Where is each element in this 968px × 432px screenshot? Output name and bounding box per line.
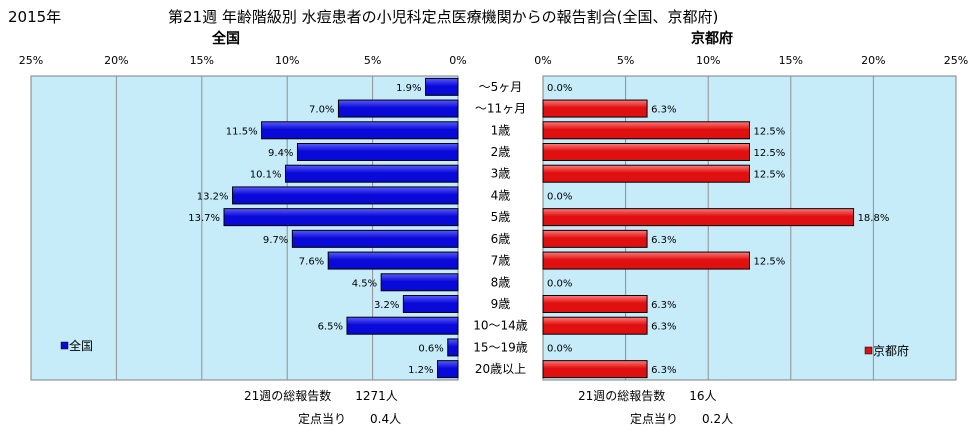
- national-data-label: 1.9%: [396, 83, 421, 94]
- chart-title: 第21週 年齢階級別 水痘患者の小児科定点医療機関からの報告割合(全国、京都府): [168, 8, 719, 26]
- kyoto-total-reports: 21週の総報告数 16人: [578, 389, 717, 403]
- national-data-label: 7.0%: [309, 105, 334, 116]
- national-tick-label: 10%: [275, 54, 299, 67]
- national-data-label: 13.7%: [188, 213, 220, 224]
- kyoto-data-label: 0.0%: [547, 191, 572, 202]
- kyoto-data-label: 12.5%: [754, 148, 786, 159]
- kyoto-panel-title: 京都府: [691, 31, 733, 47]
- national-data-label: 1.2%: [408, 365, 433, 376]
- national-data-label: 4.5%: [352, 278, 377, 289]
- kyoto-data-label: 6.3%: [651, 235, 676, 246]
- kyoto-per-site: 定点当り 0.2人: [630, 412, 734, 426]
- kyoto-data-label: 18.8%: [858, 213, 890, 224]
- national-bar: [447, 338, 459, 357]
- national-bar: [402, 295, 459, 313]
- kyoto-data-label: 0.0%: [547, 343, 572, 354]
- national-tick-label: 0%: [449, 54, 466, 67]
- kyoto-data-label: 6.3%: [651, 322, 676, 333]
- national-bar: [380, 273, 459, 292]
- age-category-label: 9歳: [491, 297, 511, 311]
- kyoto-bar: [542, 164, 750, 183]
- national-bar: [327, 251, 459, 270]
- kyoto-bar: [542, 360, 648, 379]
- kyoto-tick-label: 20%: [861, 54, 885, 67]
- national-data-label: 9.7%: [263, 235, 288, 246]
- kyoto-legend-swatch: [864, 346, 873, 355]
- kyoto-bar: [542, 208, 855, 227]
- kyoto-bar: [542, 229, 648, 248]
- age-category-label: 8歳: [491, 275, 511, 289]
- national-per-site: 定点当り 0.4人: [298, 412, 402, 426]
- age-category-label: 5歳: [491, 210, 511, 224]
- national-legend-swatch: [60, 341, 69, 350]
- national-tick-label: 15%: [190, 54, 214, 67]
- age-category-label: 20歳以上: [475, 362, 526, 376]
- national-bar: [337, 99, 459, 118]
- kyoto-data-label: 12.5%: [754, 170, 786, 181]
- age-category-label: 10～14歳: [473, 319, 528, 333]
- kyoto-bar: [542, 251, 750, 270]
- national-bar: [437, 360, 459, 379]
- national-tick-label: 25%: [19, 54, 43, 67]
- national-panel-title: 全国: [212, 31, 240, 47]
- age-category-label: 2歳: [491, 145, 511, 159]
- national-tick-label: 5%: [364, 54, 381, 67]
- national-tick-label: 20%: [104, 54, 128, 67]
- national-data-label: 0.6%: [418, 343, 443, 354]
- national-data-label: 13.2%: [197, 191, 229, 202]
- national-bar: [291, 229, 459, 248]
- kyoto-bar: [542, 121, 750, 140]
- kyoto-tick-label: 5%: [617, 54, 634, 67]
- age-category-label: 15～19歳: [473, 340, 528, 354]
- kyoto-data-label: 6.3%: [651, 300, 676, 311]
- age-category-label: 6歳: [491, 232, 511, 246]
- kyoto-tick-label: 25%: [944, 54, 968, 67]
- national-bar: [232, 186, 459, 205]
- national-bar: [425, 77, 459, 96]
- kyoto-data-label: 6.3%: [651, 365, 676, 376]
- kyoto-tick-label: 0%: [534, 54, 551, 67]
- age-category-label: 1歳: [491, 123, 511, 137]
- national-data-label: 10.1%: [250, 170, 282, 181]
- national-data-label: 7.6%: [299, 257, 324, 268]
- national-bar: [284, 164, 459, 183]
- national-data-label: 6.5%: [318, 322, 343, 333]
- age-category-label: 7歳: [491, 254, 511, 268]
- year-label: 2015年: [8, 8, 62, 26]
- age-category-label: ～11ヶ月: [475, 102, 526, 116]
- kyoto-data-label: 12.5%: [754, 126, 786, 137]
- kyoto-bar: [542, 99, 648, 118]
- kyoto-tick-label: 10%: [696, 54, 720, 67]
- kyoto-data-label: 0.0%: [547, 83, 572, 94]
- kyoto-data-label: 6.3%: [651, 105, 676, 116]
- national-data-label: 11.5%: [226, 126, 258, 137]
- age-category-label: 3歳: [491, 167, 511, 181]
- national-bar: [346, 316, 459, 335]
- national-bar: [296, 143, 459, 161]
- national-data-label: 3.2%: [374, 300, 399, 311]
- national-total-reports: 21週の総報告数 1271人: [244, 389, 398, 403]
- kyoto-data-label: 0.0%: [547, 278, 572, 289]
- age-category-label: 4歳: [491, 188, 511, 202]
- national-data-label: 9.4%: [268, 148, 293, 159]
- kyoto-data-label: 12.5%: [754, 257, 786, 268]
- national-legend-label: 全国: [69, 338, 93, 353]
- kyoto-bar: [542, 295, 648, 313]
- national-bar: [261, 121, 459, 140]
- kyoto-bar: [542, 143, 750, 161]
- age-category-label: ～5ヶ月: [479, 80, 523, 94]
- kyoto-legend-label: 京都府: [873, 343, 909, 358]
- national-bar: [223, 208, 459, 227]
- kyoto-tick-label: 15%: [779, 54, 803, 67]
- kyoto-bar: [542, 316, 648, 335]
